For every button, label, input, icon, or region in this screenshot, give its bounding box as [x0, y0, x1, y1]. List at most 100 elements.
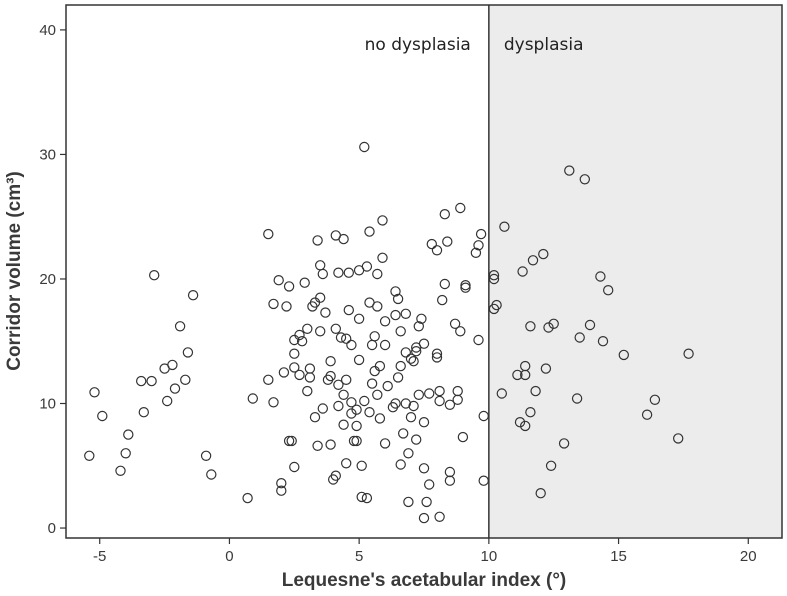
- data-point: [364, 226, 375, 237]
- data-point: [369, 331, 380, 342]
- data-point: [206, 469, 217, 480]
- data-point: [548, 318, 559, 329]
- data-point: [475, 228, 487, 240]
- x-tick-label: 15: [610, 548, 627, 565]
- data-point: [395, 360, 406, 372]
- data-point: [579, 174, 591, 185]
- data-point: [525, 407, 536, 418]
- data-point: [439, 208, 450, 220]
- data-point: [439, 278, 450, 290]
- data-point: [457, 431, 469, 443]
- data-point: [317, 268, 328, 280]
- data-point: [649, 394, 661, 405]
- data-point: [455, 326, 466, 337]
- data-point: [343, 267, 354, 278]
- data-point: [416, 313, 427, 324]
- data-point: [558, 438, 570, 449]
- data-point: [434, 395, 445, 407]
- data-point: [408, 400, 419, 412]
- data-point: [120, 448, 131, 459]
- data-point: [304, 363, 316, 374]
- data-point: [424, 479, 435, 490]
- data-point: [333, 267, 344, 278]
- data-point: [683, 348, 694, 359]
- data-point: [361, 261, 373, 272]
- axis-ticks: -5 0 5 10 15 20 0 10 20 30 40: [39, 22, 756, 565]
- data-point: [356, 460, 367, 471]
- data-point: [242, 492, 253, 504]
- data-point: [543, 322, 554, 333]
- data-point: [341, 374, 352, 385]
- data-point: [403, 496, 414, 508]
- data-point: [418, 417, 430, 428]
- data-point: [294, 329, 305, 341]
- data-point: [302, 385, 313, 397]
- data-point: [418, 512, 430, 524]
- y-tick-label: 20: [39, 271, 56, 288]
- data-point: [398, 428, 409, 439]
- data-points: [84, 141, 694, 524]
- data-point: [377, 215, 388, 226]
- data-point: [338, 389, 349, 400]
- data-point: [351, 435, 362, 447]
- data-point: [281, 301, 292, 312]
- data-point: [520, 369, 531, 381]
- data-point: [302, 323, 313, 334]
- data-point: [338, 419, 349, 430]
- data-point: [84, 450, 95, 461]
- data-point: [491, 299, 502, 311]
- data-point: [312, 235, 323, 246]
- data-point: [346, 339, 357, 351]
- data-point: [377, 252, 388, 263]
- data-point: [390, 286, 401, 297]
- data-point: [247, 393, 258, 404]
- data-point: [473, 334, 484, 346]
- data-point: [379, 438, 391, 449]
- data-point: [405, 353, 417, 364]
- data-point: [411, 346, 422, 357]
- data-point: [89, 387, 100, 398]
- data-point: [123, 429, 134, 440]
- data-point: [335, 332, 347, 343]
- data-point: [346, 408, 357, 419]
- data-point: [325, 370, 336, 382]
- data-point: [353, 354, 365, 366]
- data-point: [444, 399, 456, 410]
- data-point: [359, 141, 370, 153]
- data-point: [268, 298, 279, 310]
- x-tick-label: 0: [225, 548, 233, 565]
- data-point: [372, 301, 383, 312]
- data-point: [400, 308, 411, 319]
- data-point: [395, 459, 406, 470]
- data-point: [424, 388, 435, 399]
- data-point: [348, 435, 360, 447]
- data-point: [374, 413, 386, 424]
- data-point: [351, 404, 362, 415]
- data-point: [372, 389, 383, 400]
- data-point: [520, 420, 531, 432]
- data-point: [353, 313, 365, 324]
- y-tick-label: 0: [48, 520, 56, 537]
- data-point: [283, 281, 295, 292]
- plot-frame: [65, 4, 783, 539]
- data-point: [341, 333, 352, 344]
- data-point: [294, 369, 305, 381]
- data-point: [283, 435, 295, 447]
- dysplasia-region: [488, 5, 782, 538]
- data-point: [312, 440, 323, 451]
- data-point: [361, 492, 373, 504]
- data-point: [400, 398, 411, 409]
- data-point: [382, 380, 393, 392]
- data-point: [372, 268, 383, 280]
- data-point: [418, 338, 430, 349]
- data-point: [364, 407, 375, 418]
- data-point: [470, 247, 482, 258]
- data-point: [517, 266, 528, 277]
- data-point: [330, 470, 341, 481]
- data-point: [351, 420, 362, 432]
- data-point: [379, 339, 391, 351]
- region-label-dysplasia: dysplasia: [504, 35, 584, 55]
- data-point: [431, 245, 443, 256]
- x-axis-label: Lequesne's acetabular index (°): [282, 570, 567, 591]
- x-tick-label: 10: [481, 548, 498, 565]
